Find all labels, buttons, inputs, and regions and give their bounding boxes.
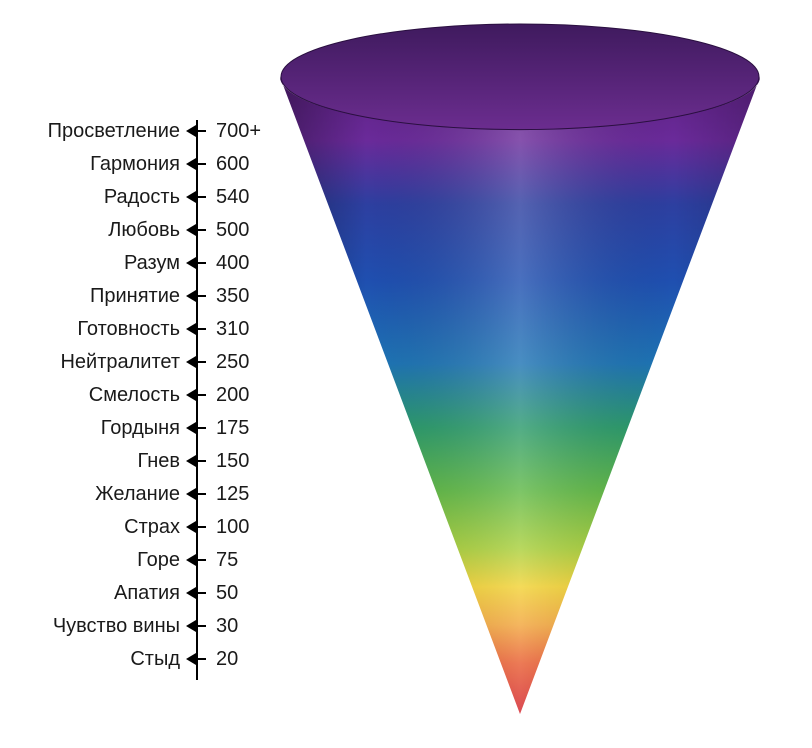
axis-tick bbox=[196, 427, 206, 429]
level-value: 50 bbox=[216, 582, 276, 605]
axis-tick bbox=[196, 493, 206, 495]
level-value: 310 bbox=[216, 318, 276, 341]
axis-tick bbox=[196, 328, 206, 330]
level-label: Желание bbox=[0, 483, 186, 506]
axis-tick bbox=[196, 559, 206, 561]
level-value: 540 bbox=[216, 186, 276, 209]
level-label: Гармония bbox=[0, 153, 186, 176]
level-value: 20 bbox=[216, 648, 276, 671]
level-row: Готовность 310 bbox=[0, 314, 276, 344]
level-value: 200 bbox=[216, 384, 276, 407]
arrow-left-icon bbox=[186, 158, 196, 170]
level-label: Страх bbox=[0, 516, 186, 539]
axis-tick bbox=[196, 394, 206, 396]
arrow-left-icon bbox=[186, 257, 196, 269]
level-label: Смелость bbox=[0, 384, 186, 407]
level-label: Гордыня bbox=[0, 417, 186, 440]
arrow-left-icon bbox=[186, 191, 196, 203]
axis-tick bbox=[196, 163, 206, 165]
arrow-left-icon bbox=[186, 455, 196, 467]
level-row: Горе 75 bbox=[0, 545, 276, 575]
arrow-left-icon bbox=[186, 620, 196, 632]
arrow-left-icon bbox=[186, 224, 196, 236]
level-row: Нейтралитет 250 bbox=[0, 347, 276, 377]
level-value: 350 bbox=[216, 285, 276, 308]
axis-tick bbox=[196, 229, 206, 231]
level-value: 75 bbox=[216, 549, 276, 572]
level-row: Просветление 700+ bbox=[0, 116, 276, 146]
level-row: Гармония 600 bbox=[0, 149, 276, 179]
level-value: 500 bbox=[216, 219, 276, 242]
axis-tick bbox=[196, 460, 206, 462]
level-label: Гнев bbox=[0, 450, 186, 473]
level-value: 175 bbox=[216, 417, 276, 440]
level-row: Чувство вины 30 bbox=[0, 611, 276, 641]
arrow-left-icon bbox=[186, 356, 196, 368]
level-value: 125 bbox=[216, 483, 276, 506]
level-label: Принятие bbox=[0, 285, 186, 308]
arrow-left-icon bbox=[186, 389, 196, 401]
level-row: Смелость 200 bbox=[0, 380, 276, 410]
level-value: 150 bbox=[216, 450, 276, 473]
level-value: 30 bbox=[216, 615, 276, 638]
arrow-left-icon bbox=[186, 587, 196, 599]
arrow-left-icon bbox=[186, 488, 196, 500]
level-label: Просветление bbox=[0, 120, 186, 143]
level-row: Желание 125 bbox=[0, 479, 276, 509]
diagram-canvas: Просветление 700+ Гармония 600 Радость 540 Люб… bbox=[0, 0, 812, 748]
axis-tick bbox=[196, 592, 206, 594]
arrow-left-icon bbox=[186, 653, 196, 665]
axis-tick bbox=[196, 262, 206, 264]
level-value: 400 bbox=[216, 252, 276, 275]
axis-tick bbox=[196, 361, 206, 363]
level-row: Апатия 50 bbox=[0, 578, 276, 608]
arrow-left-icon bbox=[186, 290, 196, 302]
level-label: Нейтралитет bbox=[0, 351, 186, 374]
axis-tick bbox=[196, 526, 206, 528]
level-label: Готовность bbox=[0, 318, 186, 341]
level-label: Разум bbox=[0, 252, 186, 275]
cone-graphic bbox=[280, 20, 760, 720]
level-row: Страх 100 bbox=[0, 512, 276, 542]
level-row: Стыд 20 bbox=[0, 644, 276, 674]
axis-tick bbox=[196, 130, 206, 132]
level-row: Радость 540 bbox=[0, 182, 276, 212]
level-value: 100 bbox=[216, 516, 276, 539]
level-label: Радость bbox=[0, 186, 186, 209]
cone-container bbox=[280, 20, 760, 720]
arrow-left-icon bbox=[186, 554, 196, 566]
level-label: Стыд bbox=[0, 648, 186, 671]
level-label: Апатия bbox=[0, 582, 186, 605]
level-value: 250 bbox=[216, 351, 276, 374]
level-label: Горе bbox=[0, 549, 186, 572]
level-row: Любовь 500 bbox=[0, 215, 276, 245]
arrow-left-icon bbox=[186, 521, 196, 533]
axis-tick bbox=[196, 196, 206, 198]
level-row: Разум 400 bbox=[0, 248, 276, 278]
level-row: Гнев 150 bbox=[0, 446, 276, 476]
arrow-left-icon bbox=[186, 422, 196, 434]
arrow-left-icon bbox=[186, 125, 196, 137]
level-value: 700+ bbox=[216, 120, 276, 143]
axis-tick bbox=[196, 295, 206, 297]
axis-tick bbox=[196, 658, 206, 660]
axis-tick bbox=[196, 625, 206, 627]
level-value: 600 bbox=[216, 153, 276, 176]
level-label: Чувство вины bbox=[0, 615, 186, 638]
level-row: Принятие 350 bbox=[0, 281, 276, 311]
level-label: Любовь bbox=[0, 219, 186, 242]
arrow-left-icon bbox=[186, 323, 196, 335]
level-row: Гордыня 175 bbox=[0, 413, 276, 443]
